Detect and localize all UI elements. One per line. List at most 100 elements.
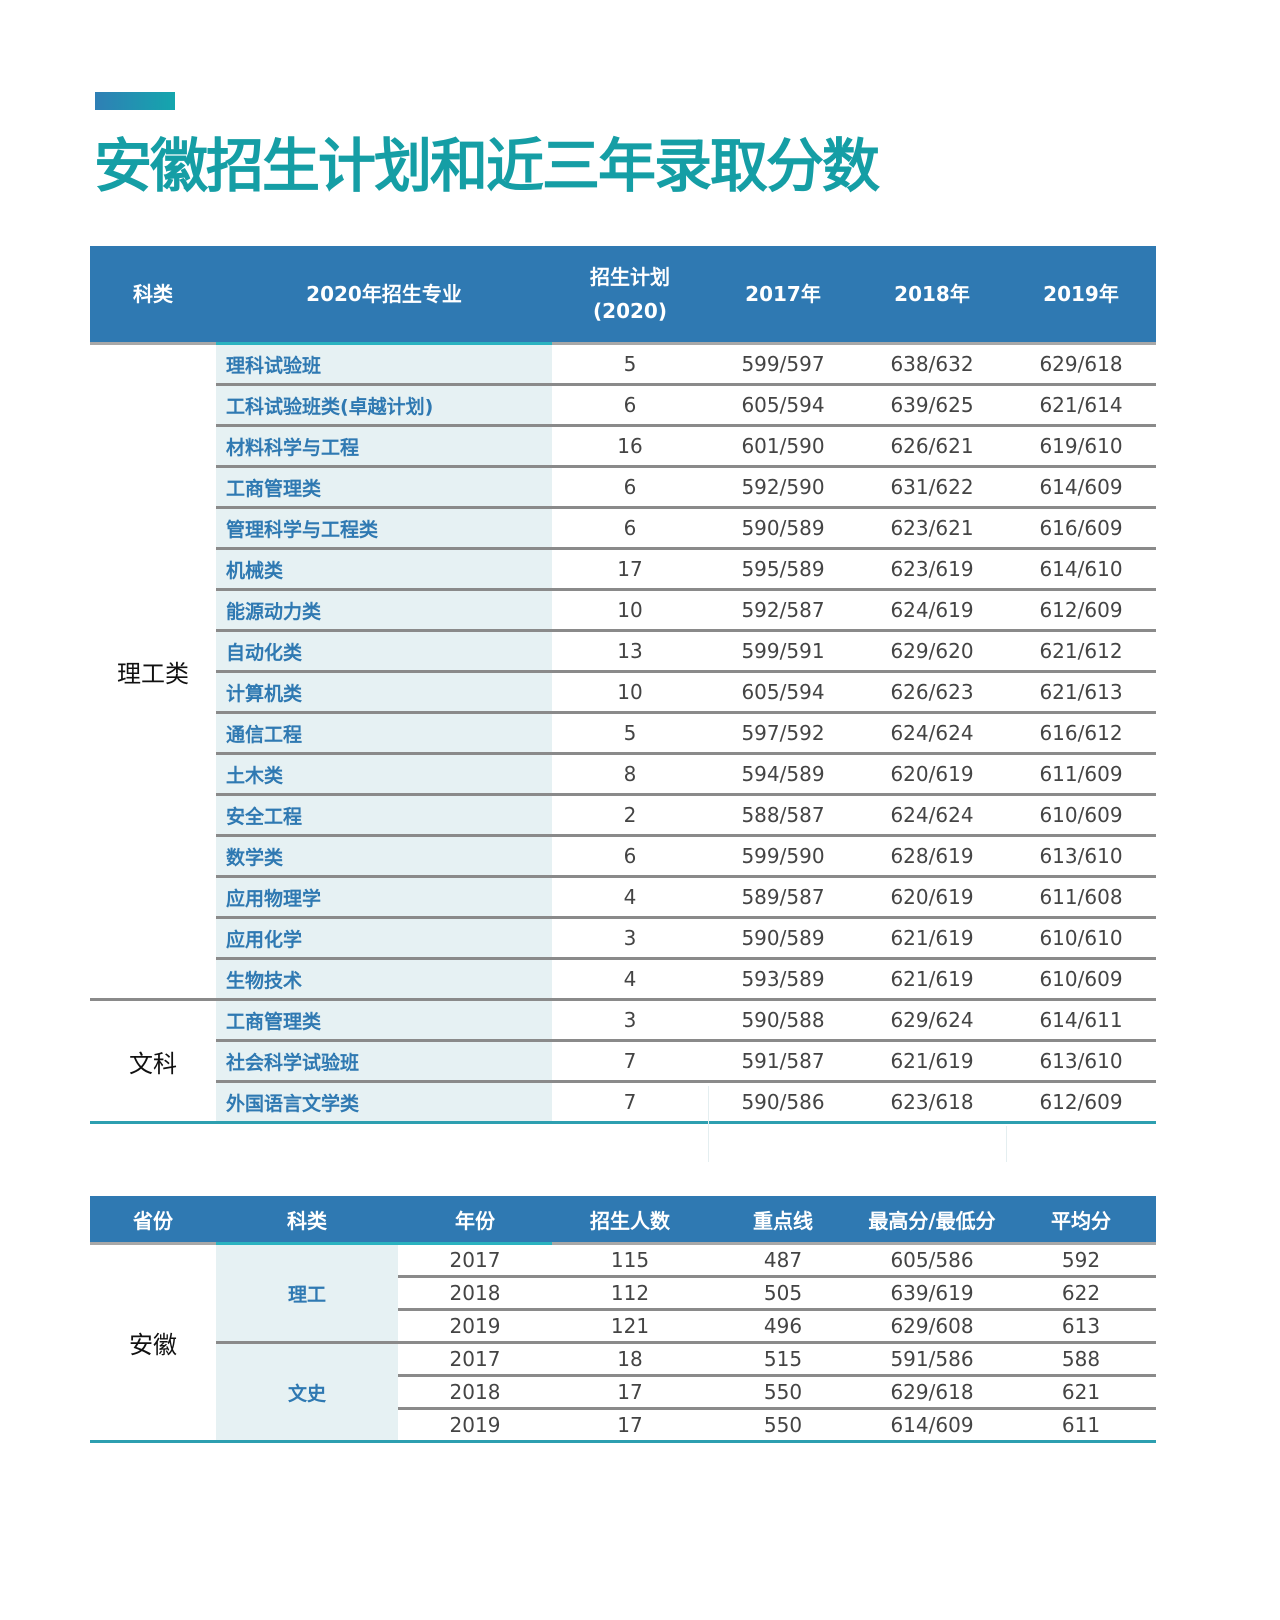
plan-cell: 16 [552, 425, 708, 468]
major-cell: 生物技术 [216, 958, 552, 1001]
header-2019: 2019年 [1006, 246, 1156, 345]
table-row: 自动化类 13 599/591 629/620 621/612 [90, 630, 1156, 673]
plan-cell: 2 [552, 794, 708, 837]
subject-type-cell: 理工 [216, 1243, 398, 1344]
high-low-cell: 614/609 [858, 1408, 1006, 1443]
score-2017-cell: 597/592 [708, 712, 858, 755]
score-2017-cell: 601/590 [708, 425, 858, 468]
enrolled-cell: 18 [552, 1342, 708, 1377]
header-plan: 招生计划 (2020) [552, 246, 708, 345]
header-province: 省份 [90, 1196, 216, 1245]
average-cell: 588 [1006, 1342, 1156, 1377]
enrollment-plan-table: 科类 2020年招生专业 招生计划 (2020) 2017年 2018年 201… [90, 246, 1156, 1124]
major-cell: 能源动力类 [216, 589, 552, 632]
key-line-cell: 515 [708, 1342, 858, 1377]
score-2017-cell: 595/589 [708, 548, 858, 591]
score-2017-cell: 590/586 [708, 1081, 858, 1124]
title-accent-bar [95, 92, 175, 110]
score-2019-cell: 611/609 [1006, 753, 1156, 796]
table-row: 外国语言文学类 7 590/586 623/618 612/609 [90, 1081, 1156, 1124]
plan-cell: 7 [552, 1040, 708, 1083]
score-2019-cell: 621/612 [1006, 630, 1156, 673]
score-2017-cell: 599/597 [708, 343, 858, 386]
major-cell: 工科试验班类(卓越计划) [216, 384, 552, 427]
admission-history-table: 省份 科类 年份 招生人数 重点线 最高分/最低分 平均分 安徽 理工 2017 11… [90, 1196, 1156, 1443]
score-2018-cell: 624/624 [858, 794, 1006, 837]
score-2018-cell: 629/624 [858, 999, 1006, 1042]
score-2019-cell: 619/610 [1006, 425, 1156, 468]
score-2018-cell: 624/624 [858, 712, 1006, 755]
score-2017-cell: 605/594 [708, 384, 858, 427]
major-cell: 外国语言文学类 [216, 1081, 552, 1124]
key-line-cell: 496 [708, 1309, 858, 1344]
score-2018-cell: 638/632 [858, 343, 1006, 386]
table-row: 通信工程 5 597/592 624/624 616/612 [90, 712, 1156, 755]
plan-cell: 7 [552, 1081, 708, 1124]
year-cell: 2018 [398, 1276, 552, 1311]
average-cell: 622 [1006, 1276, 1156, 1311]
score-2017-cell: 599/591 [708, 630, 858, 673]
score-2017-cell: 594/589 [708, 753, 858, 796]
plan-cell: 6 [552, 507, 708, 550]
header-plan-label: 招生计划 [590, 265, 670, 289]
score-2019-cell: 614/609 [1006, 466, 1156, 509]
header-type: 科类 [216, 1196, 398, 1245]
major-cell: 工商管理类 [216, 466, 552, 509]
divider [1006, 1126, 1007, 1162]
enrolled-cell: 17 [552, 1408, 708, 1443]
table-row: 文史 2017 18 515 591/586 588 [90, 1342, 1156, 1443]
table-row: 土木类 8 594/589 620/619 611/609 [90, 753, 1156, 796]
score-2019-cell: 616/609 [1006, 507, 1156, 550]
header-key-line: 重点线 [708, 1196, 858, 1245]
key-line-cell: 550 [708, 1375, 858, 1410]
header-high-low: 最高分/最低分 [858, 1196, 1006, 1245]
enrolled-cell: 112 [552, 1276, 708, 1311]
table-row: 2018 112 505 639/619 622 [90, 1276, 1156, 1311]
table-row: 生物技术 4 593/589 621/619 610/609 [90, 958, 1156, 1001]
score-2017-cell: 588/587 [708, 794, 858, 837]
category-cell: 文科 [90, 999, 216, 1124]
plan-cell: 4 [552, 876, 708, 919]
score-2017-cell: 599/590 [708, 835, 858, 878]
plan-cell: 6 [552, 466, 708, 509]
score-2019-cell: 612/609 [1006, 1081, 1156, 1124]
plan-cell: 6 [552, 384, 708, 427]
enrolled-cell: 17 [552, 1375, 708, 1410]
table-row: 应用化学 3 590/589 621/619 610/610 [90, 917, 1156, 960]
score-2018-cell: 621/619 [858, 917, 1006, 960]
score-2018-cell: 620/619 [858, 753, 1006, 796]
score-2017-cell: 593/589 [708, 958, 858, 1001]
table-row: 计算机类 10 605/594 626/623 621/613 [90, 671, 1156, 714]
table-row: 应用物理学 4 589/587 620/619 611/608 [90, 876, 1156, 919]
table-row: 能源动力类 10 592/587 624/619 612/609 [90, 589, 1156, 632]
score-2019-cell: 610/610 [1006, 917, 1156, 960]
header-2017: 2017年 [708, 246, 858, 345]
score-2019-cell: 611/608 [1006, 876, 1156, 919]
high-low-cell: 629/618 [858, 1375, 1006, 1410]
score-2017-cell: 592/590 [708, 466, 858, 509]
table-row: 社会科学试验班 7 591/587 621/619 613/610 [90, 1040, 1156, 1083]
enrolled-cell: 115 [552, 1243, 708, 1278]
subject-type-cell: 文史 [216, 1342, 398, 1443]
score-2017-cell: 592/587 [708, 589, 858, 632]
score-2018-cell: 624/619 [858, 589, 1006, 632]
major-cell: 计算机类 [216, 671, 552, 714]
score-2018-cell: 626/623 [858, 671, 1006, 714]
table-row: 安徽 理工 2017 115 487 605/586 592 [90, 1243, 1156, 1443]
table-row: 安全工程 2 588/587 624/624 610/609 [90, 794, 1156, 837]
table-row: 文科 工商管理类 3 590/588 629/624 614/611 [90, 999, 1156, 1124]
key-line-cell: 550 [708, 1408, 858, 1443]
table-row: 材料科学与工程 16 601/590 626/621 619/610 [90, 425, 1156, 468]
score-2018-cell: 626/621 [858, 425, 1006, 468]
table-row: 理工类 理科试验班 5 599/597 638/632 629/618 [90, 343, 1156, 1001]
score-2017-cell: 591/587 [708, 1040, 858, 1083]
major-cell: 土木类 [216, 753, 552, 796]
plan-cell: 17 [552, 548, 708, 591]
header-2018: 2018年 [858, 246, 1006, 345]
major-cell: 应用物理学 [216, 876, 552, 919]
enrolled-cell: 121 [552, 1309, 708, 1344]
year-cell: 2017 [398, 1342, 552, 1377]
major-cell: 通信工程 [216, 712, 552, 755]
table-row: 数学类 6 599/590 628/619 613/610 [90, 835, 1156, 878]
header-year: 年份 [398, 1196, 552, 1245]
